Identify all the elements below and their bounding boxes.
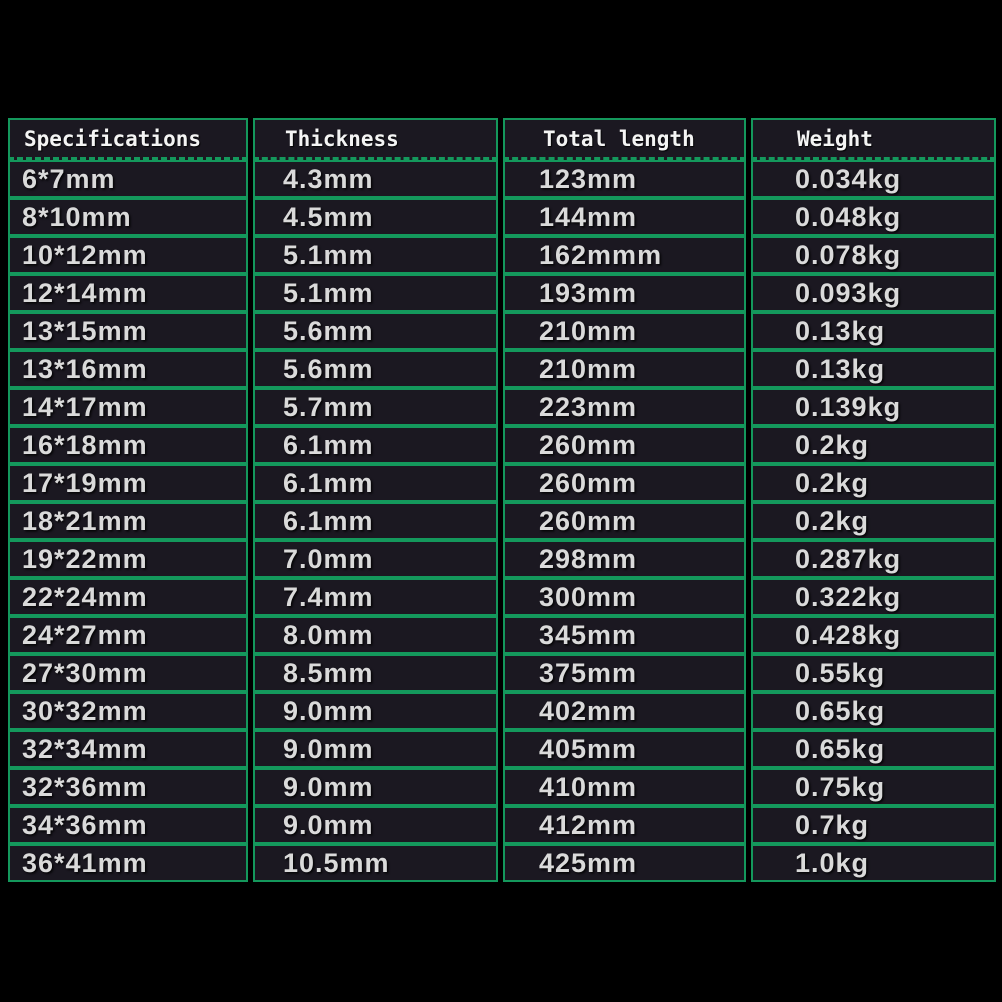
table-cell: 0.428kg xyxy=(751,616,996,654)
table-cell: 0.287kg xyxy=(751,540,996,578)
table-cell: 8*10mm xyxy=(8,198,248,236)
table-cell: 0.034kg xyxy=(751,160,996,198)
table-cell: 193mm xyxy=(503,274,746,312)
table-cell: 36*41mm xyxy=(8,844,248,882)
table-cell: 0.7kg xyxy=(751,806,996,844)
table-cell: 405mm xyxy=(503,730,746,768)
table-cell: 345mm xyxy=(503,616,746,654)
table-cell: 5.1mm xyxy=(253,236,498,274)
table-cell: 0.139kg xyxy=(751,388,996,426)
table-cell: 260mm xyxy=(503,502,746,540)
table-cell: 0.13kg xyxy=(751,312,996,350)
table-cell: 0.078kg xyxy=(751,236,996,274)
table-cell: 13*16mm xyxy=(8,350,248,388)
table-cell: 0.55kg xyxy=(751,654,996,692)
table-cell: 402mm xyxy=(503,692,746,730)
table-cell: 17*19mm xyxy=(8,464,248,502)
column-header-weight: Weight xyxy=(751,118,996,160)
table-cell: 8.5mm xyxy=(253,654,498,692)
table-cell: 210mm xyxy=(503,312,746,350)
table-cell: 123mm xyxy=(503,160,746,198)
table-cell: 0.093kg xyxy=(751,274,996,312)
table-cell: 0.048kg xyxy=(751,198,996,236)
table-cell: 9.0mm xyxy=(253,692,498,730)
table-cell: 375mm xyxy=(503,654,746,692)
table-cell: 4.3mm xyxy=(253,160,498,198)
table-cell: 27*30mm xyxy=(8,654,248,692)
table-cell: 298mm xyxy=(503,540,746,578)
table-cell: 14*17mm xyxy=(8,388,248,426)
table-cell: 5.7mm xyxy=(253,388,498,426)
table-cell: 5.6mm xyxy=(253,312,498,350)
table-cell: 10.5mm xyxy=(253,844,498,882)
table-cell: 5.6mm xyxy=(253,350,498,388)
table-cell: 4.5mm xyxy=(253,198,498,236)
table-cell: 9.0mm xyxy=(253,806,498,844)
table-cell: 144mm xyxy=(503,198,746,236)
table-cell: 0.65kg xyxy=(751,692,996,730)
table-cell: 223mm xyxy=(503,388,746,426)
table-cell: 6.1mm xyxy=(253,464,498,502)
table-cell: 18*21mm xyxy=(8,502,248,540)
table-cell: 10*12mm xyxy=(8,236,248,274)
table-cell: 32*34mm xyxy=(8,730,248,768)
table-cell: 0.65kg xyxy=(751,730,996,768)
column-header-total-length: Total length xyxy=(503,118,746,160)
table-cell: 19*22mm xyxy=(8,540,248,578)
table-cell: 22*24mm xyxy=(8,578,248,616)
table-cell: 0.2kg xyxy=(751,502,996,540)
table-cell: 0.2kg xyxy=(751,426,996,464)
table-cell: 425mm xyxy=(503,844,746,882)
table-cell: 24*27mm xyxy=(8,616,248,654)
table-cell: 410mm xyxy=(503,768,746,806)
table-cell: 30*32mm xyxy=(8,692,248,730)
table-cell: 412mm xyxy=(503,806,746,844)
table-cell: 34*36mm xyxy=(8,806,248,844)
table-cell: 7.4mm xyxy=(253,578,498,616)
table-cell: 12*14mm xyxy=(8,274,248,312)
table-cell: 9.0mm xyxy=(253,730,498,768)
table-cell: 260mm xyxy=(503,426,746,464)
table-cell: 16*18mm xyxy=(8,426,248,464)
table-cell: 0.13kg xyxy=(751,350,996,388)
table-cell: 1.0kg xyxy=(751,844,996,882)
table-cell: 13*15mm xyxy=(8,312,248,350)
column-header-specifications: Specifications xyxy=(8,118,248,160)
table-cell: 7.0mm xyxy=(253,540,498,578)
spec-table: Specifications Thickness Total length We… xyxy=(8,118,996,882)
table-cell: 0.75kg xyxy=(751,768,996,806)
table-cell: 32*36mm xyxy=(8,768,248,806)
table-cell: 9.0mm xyxy=(253,768,498,806)
table-cell: 162mmm xyxy=(503,236,746,274)
column-header-thickness: Thickness xyxy=(253,118,498,160)
table-cell: 0.322kg xyxy=(751,578,996,616)
table-cell: 210mm xyxy=(503,350,746,388)
table-cell: 300mm xyxy=(503,578,746,616)
table-cell: 6.1mm xyxy=(253,426,498,464)
table-cell: 260mm xyxy=(503,464,746,502)
table-cell: 5.1mm xyxy=(253,274,498,312)
table-cell: 8.0mm xyxy=(253,616,498,654)
table-cell: 0.2kg xyxy=(751,464,996,502)
table-cell: 6.1mm xyxy=(253,502,498,540)
table-cell: 6*7mm xyxy=(8,160,248,198)
